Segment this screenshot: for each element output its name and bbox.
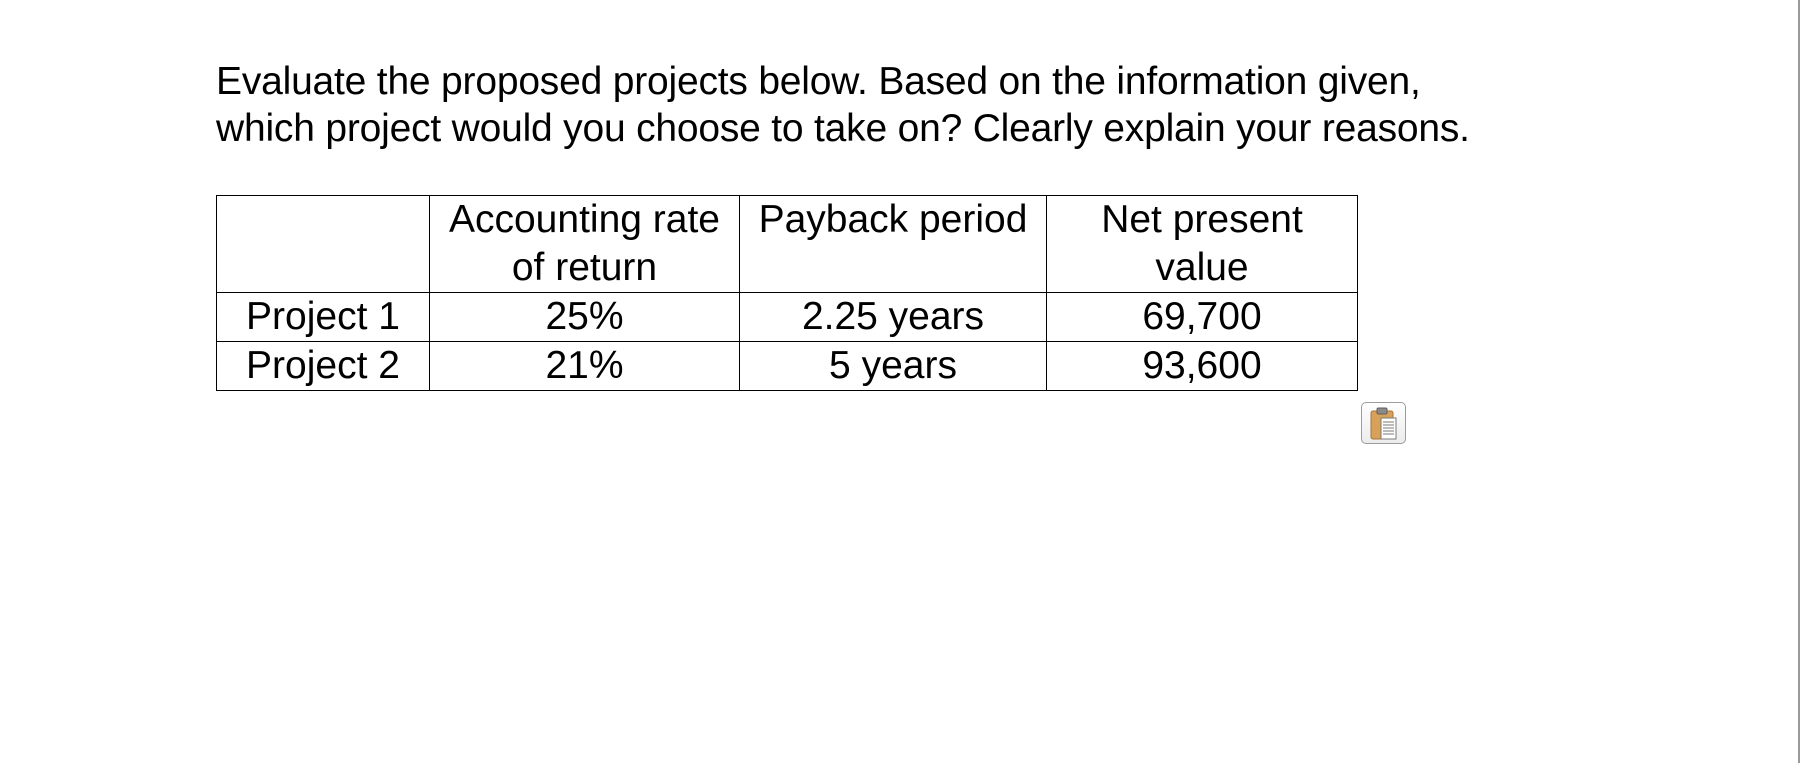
cell-npv-project-1: 69,700 [1046, 292, 1358, 342]
header-npv-line-2: value [1155, 246, 1249, 289]
clipboard-icon [1370, 407, 1397, 440]
table-row: Project 1 25% 2.25 years 69,700 [216, 292, 1358, 342]
header-cell-empty [216, 195, 430, 293]
cell-arr-project-1: 25% [429, 292, 740, 342]
header-cell-payback-period: Payback period [739, 195, 1047, 293]
cell-payback-project-2: 5 years [739, 341, 1047, 391]
header-cell-net-present-value: Net present value [1046, 195, 1358, 293]
row-label-project-1: Project 1 [216, 292, 430, 342]
question-line-2: which project would you choose to take o… [216, 107, 1470, 150]
cell-arr-project-2: 21% [429, 341, 740, 391]
header-arr-line-2: of return [511, 246, 658, 289]
projects-table: Accounting rate of return Payback period… [216, 195, 1358, 391]
cell-payback-project-1: 2.25 years [739, 292, 1047, 342]
header-npv-line-1: Net present [1101, 198, 1303, 241]
question-line-1: Evaluate the proposed projects below. Ba… [216, 60, 1421, 103]
header-payback-line-1: Payback period [758, 198, 1028, 241]
paste-options-button[interactable] [1361, 402, 1406, 444]
page-edge-line [1798, 0, 1800, 763]
table-header-row: Accounting rate of return Payback period… [216, 195, 1358, 293]
question-text: Evaluate the proposed projects below. Ba… [216, 58, 1616, 152]
table-row: Project 2 21% 5 years 93,600 [216, 341, 1358, 391]
header-arr-line-1: Accounting rate [448, 198, 720, 241]
cell-npv-project-2: 93,600 [1046, 341, 1358, 391]
header-cell-accounting-rate-of-return: Accounting rate of return [429, 195, 740, 293]
row-label-project-2: Project 2 [216, 341, 430, 391]
